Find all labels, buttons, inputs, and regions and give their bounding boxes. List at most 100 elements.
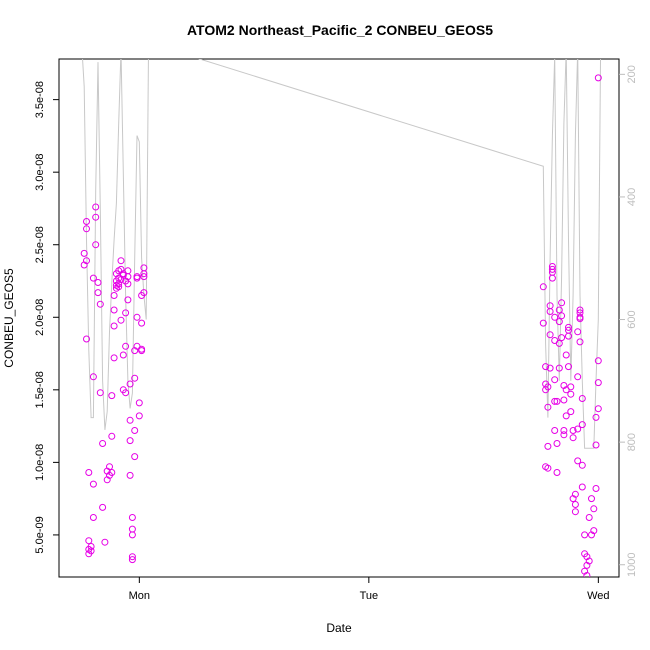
data-point — [585, 514, 593, 521]
data-point — [92, 241, 100, 249]
data-point — [578, 421, 586, 429]
x-tick-label: Wed — [587, 590, 609, 602]
data-point — [581, 531, 589, 539]
data-point — [553, 440, 561, 447]
data-point — [124, 280, 132, 288]
data-point — [140, 289, 148, 297]
data-point — [115, 283, 123, 291]
data-point — [551, 397, 559, 405]
data-point — [124, 273, 132, 281]
data-point — [83, 218, 90, 225]
data-point — [594, 405, 602, 413]
data-point — [108, 469, 116, 476]
data-point — [131, 453, 139, 461]
data-point — [546, 308, 554, 315]
x-tick-label: Tue — [360, 590, 379, 602]
data-point — [567, 408, 575, 416]
data-point — [544, 442, 552, 450]
data-point — [85, 469, 93, 476]
data-point — [544, 383, 552, 391]
y-tick-label: 1.5e-08 — [34, 371, 46, 408]
data-point — [128, 525, 136, 533]
x-axis: Mon Tue Wed — [129, 577, 610, 602]
data-point — [126, 380, 134, 388]
data-point — [108, 392, 116, 400]
data-point — [89, 480, 97, 488]
x-tick-label: Mon — [129, 590, 150, 602]
data-point — [576, 306, 584, 314]
data-point — [110, 354, 118, 362]
data-point — [539, 283, 547, 291]
data-point — [544, 464, 552, 472]
data-point — [87, 543, 95, 550]
data-point — [110, 322, 118, 330]
data-point — [122, 389, 130, 397]
data-point — [562, 412, 570, 420]
data-point — [117, 316, 125, 324]
chart-title: ATOM2 Northeast_Pacific_2 CONBEU_GEOS5 — [187, 22, 493, 38]
data-point — [110, 306, 118, 314]
x-axis-label: Date — [326, 621, 352, 635]
data-point — [119, 351, 127, 359]
data-point — [590, 505, 598, 513]
data-point — [126, 471, 134, 479]
data-point — [555, 364, 563, 372]
right-axis-line — [82, 59, 602, 449]
data-point — [89, 274, 97, 282]
data-point — [560, 396, 568, 404]
data-point — [574, 425, 582, 433]
data-point — [571, 501, 579, 508]
data-point — [555, 339, 563, 347]
data-point — [555, 318, 563, 326]
plot-frame — [58, 58, 620, 578]
data-point — [567, 383, 575, 391]
data-point — [140, 270, 148, 278]
data-point — [576, 338, 584, 346]
data-point — [542, 363, 550, 371]
y-axis: 5.0e-09 1.0e-08 1.5e-08 2.0e-08 2.5e-08 3.0e-… — [34, 81, 59, 554]
y2-axis: 200 400 600 800 1000 — [619, 65, 638, 577]
y2-tick-label: 400 — [626, 188, 638, 206]
data-point — [544, 403, 552, 411]
data-point — [135, 399, 143, 407]
data-point — [574, 457, 582, 465]
y2-tick-label: 1000 — [626, 552, 638, 576]
y-tick-label: 3.5e-08 — [34, 81, 46, 118]
data-point — [558, 299, 566, 307]
data-point — [551, 427, 559, 434]
data-point — [133, 313, 141, 321]
data-point — [592, 413, 600, 421]
data-point — [574, 373, 582, 381]
data-point — [126, 416, 134, 424]
data-point — [131, 374, 139, 382]
data-point — [546, 364, 554, 372]
data-point — [122, 342, 130, 350]
data-point — [576, 315, 584, 323]
y2-tick-label: 200 — [626, 65, 638, 83]
data-point — [94, 289, 102, 297]
data-point — [551, 376, 559, 384]
y-tick-label: 2.5e-08 — [34, 226, 46, 263]
data-point — [128, 553, 136, 561]
data-point — [592, 485, 600, 492]
data-point — [548, 274, 556, 282]
data-point — [553, 397, 561, 405]
data-point — [108, 432, 116, 440]
data-point — [96, 300, 104, 308]
data-point — [101, 538, 109, 546]
data-point — [583, 572, 591, 577]
data-point — [128, 514, 136, 521]
data-point — [594, 357, 602, 365]
data-point — [551, 313, 559, 321]
data-point — [126, 437, 134, 445]
data-point — [135, 412, 143, 420]
data-point — [548, 265, 556, 273]
data-point — [92, 213, 100, 221]
data-point — [80, 249, 88, 257]
y-tick-label: 1.0e-08 — [34, 444, 46, 481]
data-point — [578, 395, 586, 402]
data-point — [546, 302, 554, 310]
data-point — [106, 463, 113, 471]
data-point — [558, 334, 566, 342]
